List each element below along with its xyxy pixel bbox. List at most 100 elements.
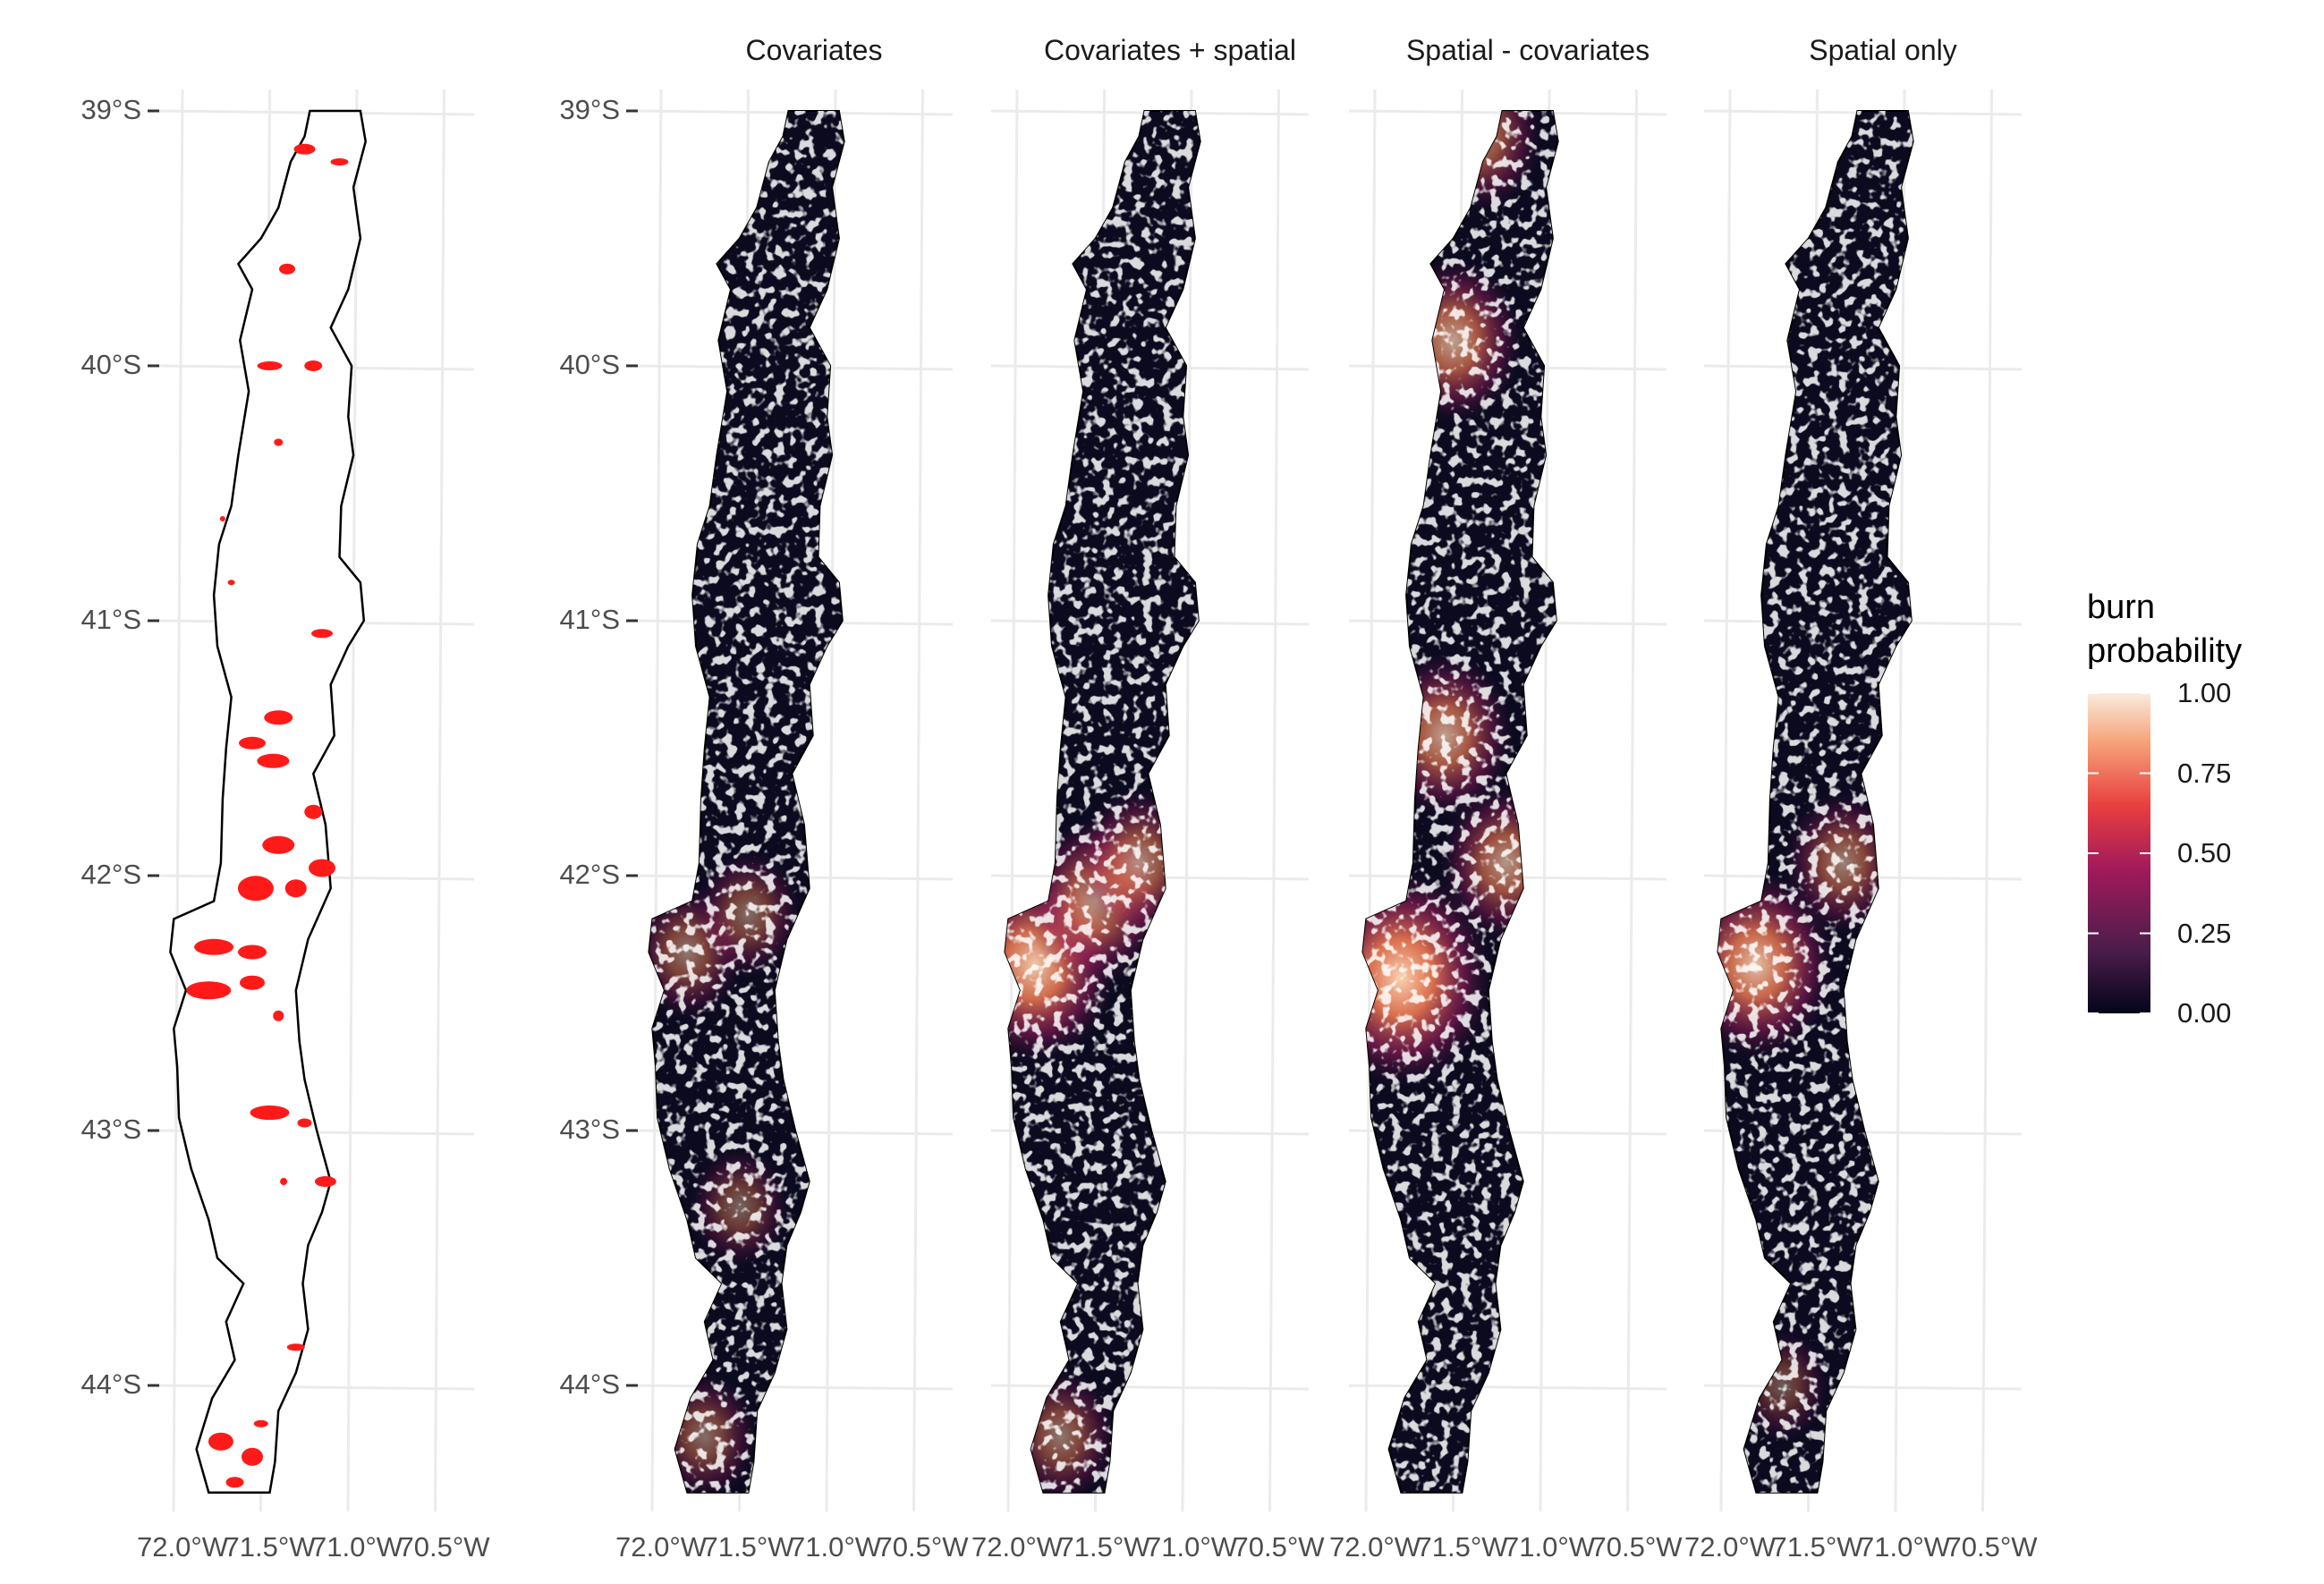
burned-area [286,1343,305,1351]
burned-area [237,876,274,902]
burned-area [293,143,316,155]
x-tick-label: 72.0°W [1684,1531,1776,1563]
legend-title-line2: probability [2087,632,2243,670]
burned-area [304,804,323,819]
burned-area [264,710,293,725]
legend-tick-label: 1.00 [2177,677,2232,708]
burned-area [262,835,295,854]
burned-area [219,516,225,521]
x-tick-label: 71.0°W [1146,1531,1237,1563]
nodata-mask [1005,111,1200,1493]
panel-covariates [648,110,845,1494]
gridline-lat [1703,1384,2023,1391]
gridline-lon [1719,89,1732,1512]
y-tick-label: 43°S [559,1114,620,1145]
burned-area [240,975,265,990]
x-tick-label: 71.5°W [224,1531,316,1563]
x-tick-label: 71.5°W [1416,1531,1508,1563]
legend-title: burn probability [2087,586,2242,673]
burned-area [273,1010,284,1021]
y-tick-label: 43°S [81,1114,141,1145]
x-tick-label: 70.5°W [1233,1531,1325,1563]
x-tick-label: 70.5°W [1590,1531,1683,1563]
burned-area [257,753,290,768]
x-tick-label: 71.5°W [1771,1531,1863,1563]
y-tick-label: 39°S [81,94,141,125]
gridline-lon [1626,89,1638,1512]
burned-area [314,1176,336,1187]
x-tick-label: 72.0°W [971,1531,1063,1563]
gridline-lon [825,89,837,1512]
burned-area [253,1419,268,1427]
x-tick-label: 72.0°W [1329,1531,1421,1563]
gridline-lon [650,89,663,1512]
burned-area [239,736,266,750]
gridline-lon [1981,89,1993,1512]
panel-title-2: Covariates + spatial [1044,34,1296,66]
burned-area [274,438,284,446]
gridline-lon [172,89,184,1512]
region-outline [169,109,367,1494]
legend [2088,692,2150,1014]
burned-area [279,263,295,275]
nodata-mask [649,111,844,1493]
gridline-lon [912,89,924,1512]
x-tick-label: 71.0°W [311,1531,403,1563]
panel-title-1: Covariates [745,34,883,66]
x-tick-label: 71.0°W [790,1531,881,1563]
gridline-lon [1181,89,1193,1512]
y-tick-label: 40°S [559,349,620,380]
burned-area [257,361,283,370]
legend-tick-label: 0.50 [2177,837,2232,868]
legend-title-line1: burn [2087,589,2156,626]
burned-area [284,879,307,898]
x-tick-label: 72.0°W [615,1531,707,1563]
burned-area [227,580,235,586]
nodata-mask [1362,111,1558,1493]
gridline-lon [1006,89,1019,1512]
panel-covariates_spatial [1004,110,1201,1494]
y-tick-label: 41°S [81,604,141,635]
panel-title-4: Spatial only [1809,34,1957,66]
burned-area [242,1447,263,1466]
gridline-lon [1539,89,1551,1512]
x-tick-label: 72.0°W [137,1531,228,1563]
burned-area [309,859,335,877]
burned-area [208,1432,233,1451]
y-tick-label: 40°S [81,349,141,380]
burned-area [297,1118,312,1128]
y-tick-label: 42°S [81,859,141,890]
nodata-mask [1718,111,1913,1493]
x-tick-label: 71.5°W [1058,1531,1150,1563]
burned-area [311,629,333,639]
gridline-lat [990,1384,1310,1391]
y-tick-label: 44°S [81,1368,141,1400]
panel-spatial_minus_covariates [1361,110,1559,1494]
y-tick-label: 44°S [559,1368,620,1400]
gridline-lon [1364,89,1377,1512]
burned-area [280,1178,288,1185]
burned-area [238,944,267,960]
burned-area [330,158,349,165]
gridline-lon [1894,89,1906,1512]
x-tick-label: 71.0°W [1504,1531,1595,1563]
gridline-lat [1348,1384,1667,1391]
burned-area [250,1105,290,1121]
burned-area [194,938,234,955]
gridline-lon [346,89,359,1512]
x-tick-label: 70.5°W [398,1531,490,1563]
burned-area [186,981,232,1000]
panel-title-3: Spatial - covariates [1405,34,1650,66]
legend-tick-label: 0.75 [2177,757,2232,789]
legend-tick-label: 0.25 [2177,917,2232,949]
gridline-lon [1268,89,1280,1512]
x-tick-label: 70.5°W [877,1531,969,1563]
x-tick-label: 71.5°W [702,1531,794,1563]
burned-area [304,360,323,371]
x-tick-label: 71.0°W [1859,1531,1950,1563]
y-tick-label: 41°S [559,604,620,635]
legend-tick-label: 0.00 [2177,997,2232,1029]
x-tick-label: 70.5°W [1946,1531,2038,1563]
gridline-lat [634,1384,954,1391]
